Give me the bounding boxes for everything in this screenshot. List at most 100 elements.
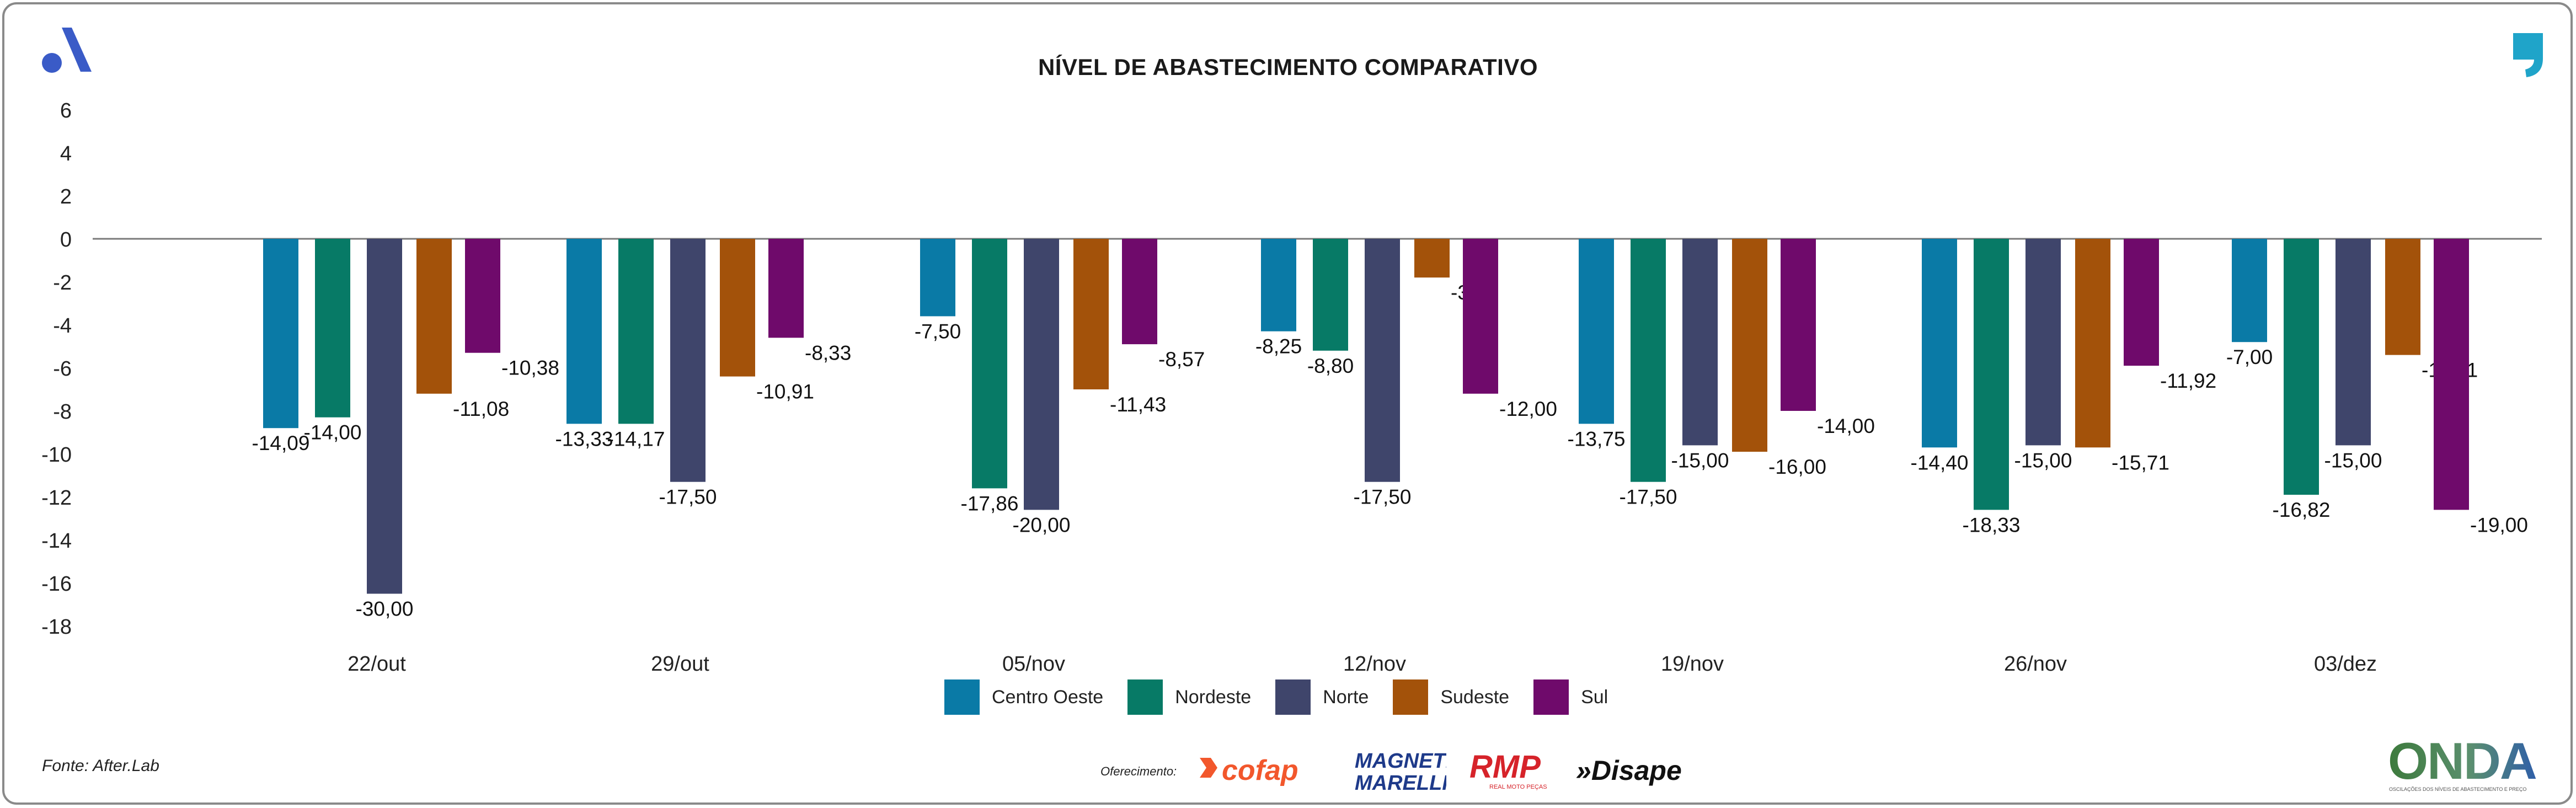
chart-title: NÍVEL DE ABASTECIMENTO COMPARATIVO (1038, 54, 1538, 80)
bar (1579, 239, 1614, 424)
bar-chart: 6420-2-4-6-8-10-12-14-16-18-14,09-14,00-… (41, 99, 2542, 676)
bar-value-label: -12,00 (1499, 398, 1557, 420)
y-tick-label: -14 (41, 529, 72, 553)
legend-item: Centro Oeste (944, 679, 1103, 715)
rmp-logo: RMP REAL MOTO PEÇAS (1469, 749, 1547, 790)
bar-value-label: -15,71 (2112, 451, 2169, 474)
x-tick-label: 12/nov (1343, 652, 1406, 676)
legend-item: Sudeste (1393, 679, 1509, 715)
onda-text: ONDA (2388, 734, 2536, 790)
legend-item: Norte (1275, 679, 1369, 715)
cofap-logo: cofap (1200, 755, 1298, 786)
y-tick-label: -16 (41, 572, 72, 596)
bar (1122, 239, 1157, 345)
brand-a-icon (42, 28, 92, 73)
legend-swatch (1533, 679, 1569, 715)
bar-value-label: -13,33 (555, 427, 613, 450)
bar (1922, 239, 1957, 448)
bar-value-label: -7,50 (915, 320, 961, 343)
legend-label: Nordeste (1175, 686, 1252, 708)
bar (1261, 239, 1296, 331)
x-tick-label: 26/nov (2004, 652, 2067, 676)
bar-value-label: -11,92 (2160, 370, 2216, 392)
x-tick-label: 29/out (651, 652, 709, 676)
y-tick-label: -2 (53, 271, 72, 295)
x-tick-label: 19/nov (1661, 652, 1724, 676)
magneti-marelli-logo: MAGNETI MARELLI (1355, 750, 1446, 795)
bar-value-label: -14,17 (607, 427, 665, 450)
bar (367, 239, 402, 594)
bar-value-label: -11,43 (1110, 393, 1166, 416)
bar-value-label: -15,00 (2014, 449, 2072, 472)
y-tick-label: -10 (41, 443, 72, 467)
onda-logo: ONDA OSCILAÇÕES DOS NÍVEIS DE ABASTECIME… (2388, 734, 2537, 792)
bar (720, 239, 755, 377)
bar (566, 239, 602, 424)
bar-value-label: -14,09 (252, 432, 310, 454)
bar (315, 239, 350, 418)
y-tick-label: -12 (41, 486, 72, 510)
bar (2124, 239, 2159, 366)
y-tick-label: -18 (41, 616, 72, 639)
bar-value-label: -7,00 (2226, 346, 2273, 368)
bar-value-label: -16,82 (2273, 499, 2331, 521)
bar-value-label: -15,00 (1671, 449, 1729, 472)
bar-value-label: -16,00 (1768, 456, 1826, 478)
bar (1073, 239, 1109, 389)
marelli-text: MARELLI (1355, 772, 1446, 795)
bar-value-label: -17,86 (961, 492, 1019, 515)
bar (1974, 239, 2009, 510)
bar (670, 239, 706, 482)
bar-value-label: -20,00 (1013, 513, 1071, 536)
bar-value-label: -8,33 (805, 341, 851, 364)
bar-value-label: -14,00 (1817, 415, 1875, 437)
bar (618, 239, 654, 424)
bar (1024, 239, 1059, 510)
legend-item: Nordeste (1127, 679, 1251, 715)
bar-value-label: -10,38 (501, 357, 559, 379)
bar-value-label: -15,00 (2324, 449, 2382, 472)
disape-logo: »Disape (1576, 755, 1682, 786)
legend-label: Sul (1581, 686, 1608, 708)
bar (1631, 239, 1666, 482)
x-tick-label: 22/out (348, 652, 406, 676)
bar-value-label: -17,50 (1620, 486, 1677, 509)
bar-value-label: -13,75 (1568, 427, 1626, 450)
bar (416, 239, 452, 394)
bar-value-label: -30,00 (356, 598, 414, 620)
bar (2335, 239, 2371, 446)
x-tick-label: 05/nov (1002, 652, 1065, 676)
rmp-text: RMP (1469, 749, 1541, 785)
bar-value-label: -14,40 (1911, 451, 1969, 474)
bar (1732, 239, 1767, 452)
sponsor-label: Oferecimento: (1100, 764, 1177, 778)
x-tick-label: 03/dez (2314, 652, 2377, 676)
bar-value-label: -10,91 (756, 381, 814, 403)
bar (2434, 239, 2469, 510)
y-tick-label: -8 (53, 400, 72, 424)
legend-item: Sul (1533, 679, 1608, 715)
legend-swatch (1393, 679, 1429, 715)
legend-label: Norte (1323, 686, 1369, 708)
bar-value-label: -18,33 (1963, 513, 2021, 536)
bar-value-label: -8,57 (1158, 348, 1205, 371)
legend-swatch (944, 679, 980, 715)
y-tick-label: 0 (60, 228, 72, 252)
legend-label: Centro Oeste (992, 686, 1104, 708)
bar-value-label: -8,80 (1307, 355, 1354, 377)
y-tick-label: -6 (53, 357, 72, 381)
legend-swatch (1127, 679, 1163, 715)
y-tick-label: 6 (60, 99, 72, 122)
quote-icon (2513, 33, 2543, 77)
bar (1365, 239, 1400, 482)
chart-legend: Centro Oeste Nordeste Norte Sudeste Sul (944, 679, 1632, 715)
bar (1682, 239, 1718, 446)
bar (2075, 239, 2110, 448)
bar (1414, 239, 1450, 278)
bar (2232, 239, 2267, 343)
bar (1313, 239, 1348, 351)
bar-value-label: -17,50 (659, 486, 717, 509)
disape-text: »Disape (1576, 755, 1682, 786)
bar-value-label: -14,00 (304, 421, 362, 444)
